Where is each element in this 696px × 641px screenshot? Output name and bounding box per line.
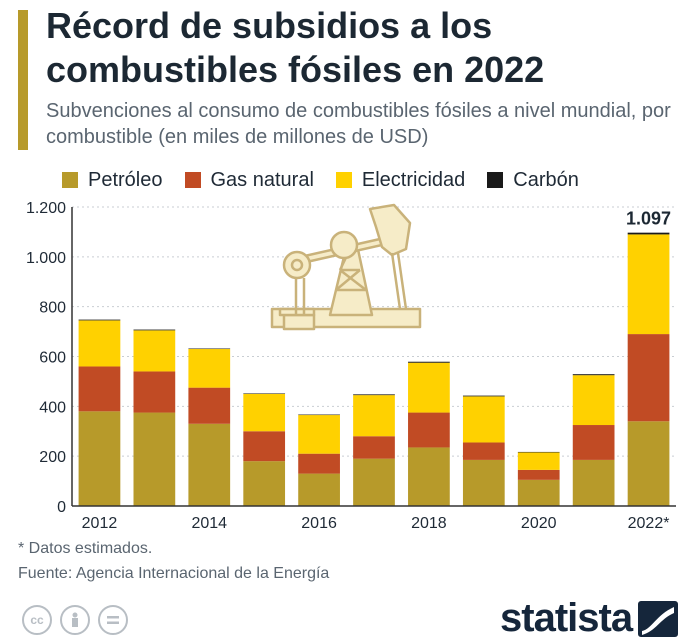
bar-segment (573, 374, 615, 375)
bar-segment (573, 375, 615, 425)
bar-segment (628, 233, 670, 235)
footnote: * Datos estimados. (18, 540, 152, 558)
x-tick-label: 2018 (411, 515, 447, 532)
bar-segment (133, 413, 175, 506)
y-tick-label: 1.200 (26, 200, 66, 217)
bar-segment (298, 454, 340, 474)
bar-segment (133, 371, 175, 412)
bar-segment (298, 415, 340, 454)
bar-segment (463, 460, 505, 506)
bar-segment (79, 320, 121, 321)
bar-segment (353, 394, 395, 395)
bar-segment (573, 460, 615, 506)
legend-swatch-petroleo (62, 172, 78, 188)
bar-segment (79, 320, 121, 366)
bar-segment (408, 447, 450, 506)
source-note: Fuente: Agencia Internacional de la Ener… (18, 565, 329, 583)
x-tick-label: 2012 (82, 515, 118, 532)
legend-swatch-gas (185, 172, 201, 188)
bar-segment (353, 436, 395, 458)
legend: Petróleo Gas natural Electricidad Carbón (62, 166, 601, 194)
legend-item-carbon: Carbón (487, 169, 579, 192)
statista-logo-icon (638, 601, 678, 637)
bar-segment (628, 421, 670, 506)
x-axis: 2012 2014 2016 2018 2020 2022* (72, 506, 676, 532)
y-tick-label: 0 (57, 499, 66, 516)
no-derivatives-icon[interactable] (98, 605, 128, 635)
y-tick-label: 400 (39, 399, 66, 416)
bar-segment (463, 396, 505, 397)
legend-label-gas: Gas natural (211, 169, 314, 192)
legend-swatch-carbon (487, 172, 503, 188)
statista-logo[interactable]: statista (500, 596, 678, 641)
bars-layer (79, 233, 670, 506)
bar-segment (463, 396, 505, 442)
bar-segment (408, 413, 450, 448)
bar-segment (133, 330, 175, 331)
bar-segment (188, 424, 230, 506)
x-tick-label: 2020 (521, 515, 557, 532)
chart-subtitle: Subvenciones al consumo de combustibles … (46, 98, 686, 150)
bar-segment (188, 349, 230, 388)
title-accent-bar (18, 10, 28, 150)
bar-segment (518, 480, 560, 506)
brand-name: statista (500, 596, 632, 641)
bar-segment (188, 388, 230, 424)
y-tick-label: 600 (39, 350, 66, 367)
bar-segment (298, 474, 340, 506)
y-tick-label: 800 (39, 300, 66, 317)
creative-commons-icon[interactable]: cc (22, 605, 52, 635)
x-tick-label: 2016 (301, 515, 337, 532)
bar-segment (518, 452, 560, 469)
oil-pump-icon (272, 205, 420, 329)
y-axis: 0 200 400 600 800 1.000 1.200 (26, 200, 72, 516)
bar-segment (79, 411, 121, 506)
annotations: 1.097 (626, 209, 671, 229)
bar-segment (408, 362, 450, 363)
bar-segment (518, 470, 560, 480)
legend-item-electricidad: Electricidad (336, 169, 465, 192)
bar-segment (353, 459, 395, 506)
bar-segment (243, 431, 285, 461)
legend-swatch-electricidad (336, 172, 352, 188)
bar-segment (79, 366, 121, 411)
legend-item-gas: Gas natural (185, 169, 314, 192)
x-tick-label: 2022* (628, 515, 670, 532)
legend-label-petroleo: Petróleo (88, 169, 163, 192)
bar-segment (628, 234, 670, 334)
chart-title: Récord de subsidios a los combustibles f… (46, 4, 686, 92)
legend-item-petroleo: Petróleo (62, 169, 163, 192)
y-tick-label: 1.000 (26, 250, 66, 267)
bar-segment (463, 442, 505, 459)
bar-segment (243, 461, 285, 506)
bar-segment (628, 334, 670, 421)
total-value-label: 1.097 (626, 209, 671, 229)
y-tick-label: 200 (39, 449, 66, 466)
legend-label-carbon: Carbón (513, 169, 579, 192)
bar-segment (353, 395, 395, 436)
license-icons: cc (22, 605, 136, 635)
bar-segment (408, 363, 450, 413)
bar-chart: 0 200 400 600 800 1.000 1.200 2012 2014 2016 2018… (0, 195, 696, 535)
bar-segment (573, 425, 615, 460)
bar-segment (133, 330, 175, 371)
x-tick-label: 2014 (191, 515, 227, 532)
attribution-icon[interactable] (60, 605, 90, 635)
legend-label-electricidad: Electricidad (362, 169, 465, 192)
bar-segment (243, 394, 285, 431)
